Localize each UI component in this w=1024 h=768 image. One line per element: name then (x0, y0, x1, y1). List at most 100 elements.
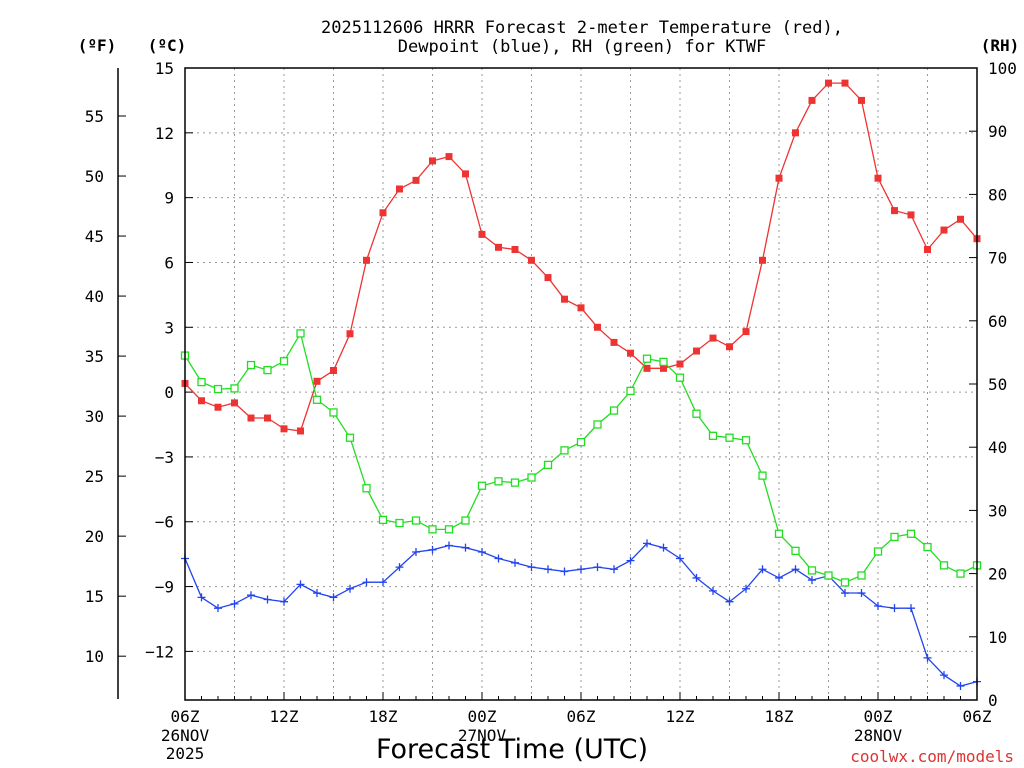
dewpoint-point (214, 604, 222, 613)
rh-point (774, 529, 784, 538)
dewpoint-point (692, 573, 701, 582)
plot-frame (184, 67, 978, 701)
2-meter-temperature-point (561, 295, 568, 303)
2-meter-temperature-point (808, 96, 816, 104)
2-meter-temperature-point (610, 338, 618, 346)
2-meter-temperature-point (264, 414, 271, 422)
rh-point (923, 542, 932, 552)
celsius-tick-label: −9 (155, 578, 174, 597)
rh-tick-label: 30 (988, 501, 1007, 520)
rh-point (725, 433, 734, 442)
2-meter-temperature-point (198, 397, 205, 405)
2-meter-temperature-point (907, 211, 915, 219)
rh-tick-label: 80 (988, 185, 1007, 204)
2-meter-temperature-point (528, 256, 535, 264)
dewpoint-point (445, 541, 453, 550)
celsius-tick-label: −6 (155, 513, 174, 532)
2-meter-temperature-point (858, 96, 865, 104)
fahrenheit-tick-label: 40 (85, 287, 104, 306)
dewpoint-point (956, 681, 965, 690)
celsius-unit-label: (ºC) (148, 36, 187, 55)
dewpoint-point (593, 563, 602, 572)
rh-point (230, 384, 239, 393)
rh-tick-label: 40 (988, 438, 1007, 457)
rh-point (741, 436, 751, 445)
celsius-tick-label: 0 (164, 383, 174, 402)
dewpoint-point (197, 593, 206, 602)
rh-point (527, 473, 536, 482)
rh-point (906, 529, 916, 538)
rh-point (246, 360, 256, 370)
x-date-label: 28NOV (854, 726, 903, 745)
rh-point (857, 571, 866, 580)
rh-point (411, 516, 421, 525)
2-meter-temperature-point (742, 328, 750, 336)
rh-tick-label: 50 (988, 375, 1007, 394)
dewpoint-point (313, 589, 321, 598)
2-meter-temperature-point (330, 366, 337, 374)
dewpoint-point (791, 565, 800, 574)
dewpoint-point (923, 653, 932, 662)
2-meter-temperature-point (297, 427, 304, 435)
celsius-tick-label: −12 (145, 642, 174, 661)
dewpoint-point (775, 573, 783, 582)
2-meter-temperature-point (577, 304, 585, 312)
dewpoint-point (758, 565, 767, 574)
rh-point (609, 406, 619, 415)
dewpoint-point (907, 604, 915, 613)
rh-tick-label: 20 (988, 565, 1007, 584)
dewpoint-point (494, 554, 503, 563)
dewpoint-point (577, 565, 585, 574)
dewpoint-point (428, 545, 437, 554)
x-tick-label: 12Z (270, 707, 299, 726)
rh-point (213, 384, 223, 394)
2-meter-temperature-point (924, 245, 931, 253)
2-meter-temperature-point (346, 330, 354, 338)
x-tick-label: 18Z (369, 707, 398, 726)
rh-point (329, 408, 338, 417)
rh-unit-label: (RH) (981, 36, 1020, 55)
rh-point (197, 377, 206, 387)
dewpoint-point (263, 595, 272, 604)
fahrenheit-tick-label: 55 (85, 107, 104, 126)
celsius-tick-label: 6 (164, 253, 174, 272)
rh-tick-label: 0 (988, 691, 998, 710)
rh-point (510, 478, 520, 487)
rh-point (395, 518, 404, 528)
fahrenheit-unit-label: (ºF) (78, 36, 117, 55)
celsius-tick-label: 3 (164, 318, 174, 337)
2-meter-temperature-point (231, 399, 238, 407)
2-meter-temperature-point (594, 323, 601, 331)
rh-tick-label: 100 (988, 59, 1017, 78)
dewpoint-point (478, 547, 486, 556)
rh-point (494, 477, 503, 486)
celsius-tick-label: 12 (155, 124, 174, 143)
2-meter-temperature-point (478, 230, 486, 238)
2-meter-temperature-point (825, 79, 832, 87)
2-meter-temperature-point (544, 274, 552, 282)
rh-point (362, 484, 371, 493)
rh-point (263, 365, 272, 375)
rh-point (543, 460, 553, 470)
rh-point (312, 395, 322, 404)
rh-point (873, 547, 883, 556)
rh-point (675, 373, 685, 382)
rh-point (378, 515, 388, 525)
celsius-tick-label: −3 (155, 448, 174, 467)
rh-point (560, 446, 569, 455)
rh-point (642, 354, 652, 363)
2-meter-temperature-point (379, 209, 387, 217)
dewpoint-point (412, 547, 420, 556)
2-meter-temperature-point (214, 403, 222, 411)
x-date-label: 26NOV (161, 726, 210, 745)
2-meter-temperature-point (462, 170, 469, 178)
2-meter-temperature-point (363, 256, 370, 264)
2-meter-temperature-point (429, 157, 436, 165)
rh-point (791, 546, 800, 555)
x-tick-label: 06Z (963, 707, 992, 726)
2-meter-temperature-point (643, 364, 651, 372)
x-tick-label: 00Z (864, 707, 893, 726)
2-meter-temperature-point (445, 153, 453, 161)
dewpoint-point (280, 597, 288, 606)
